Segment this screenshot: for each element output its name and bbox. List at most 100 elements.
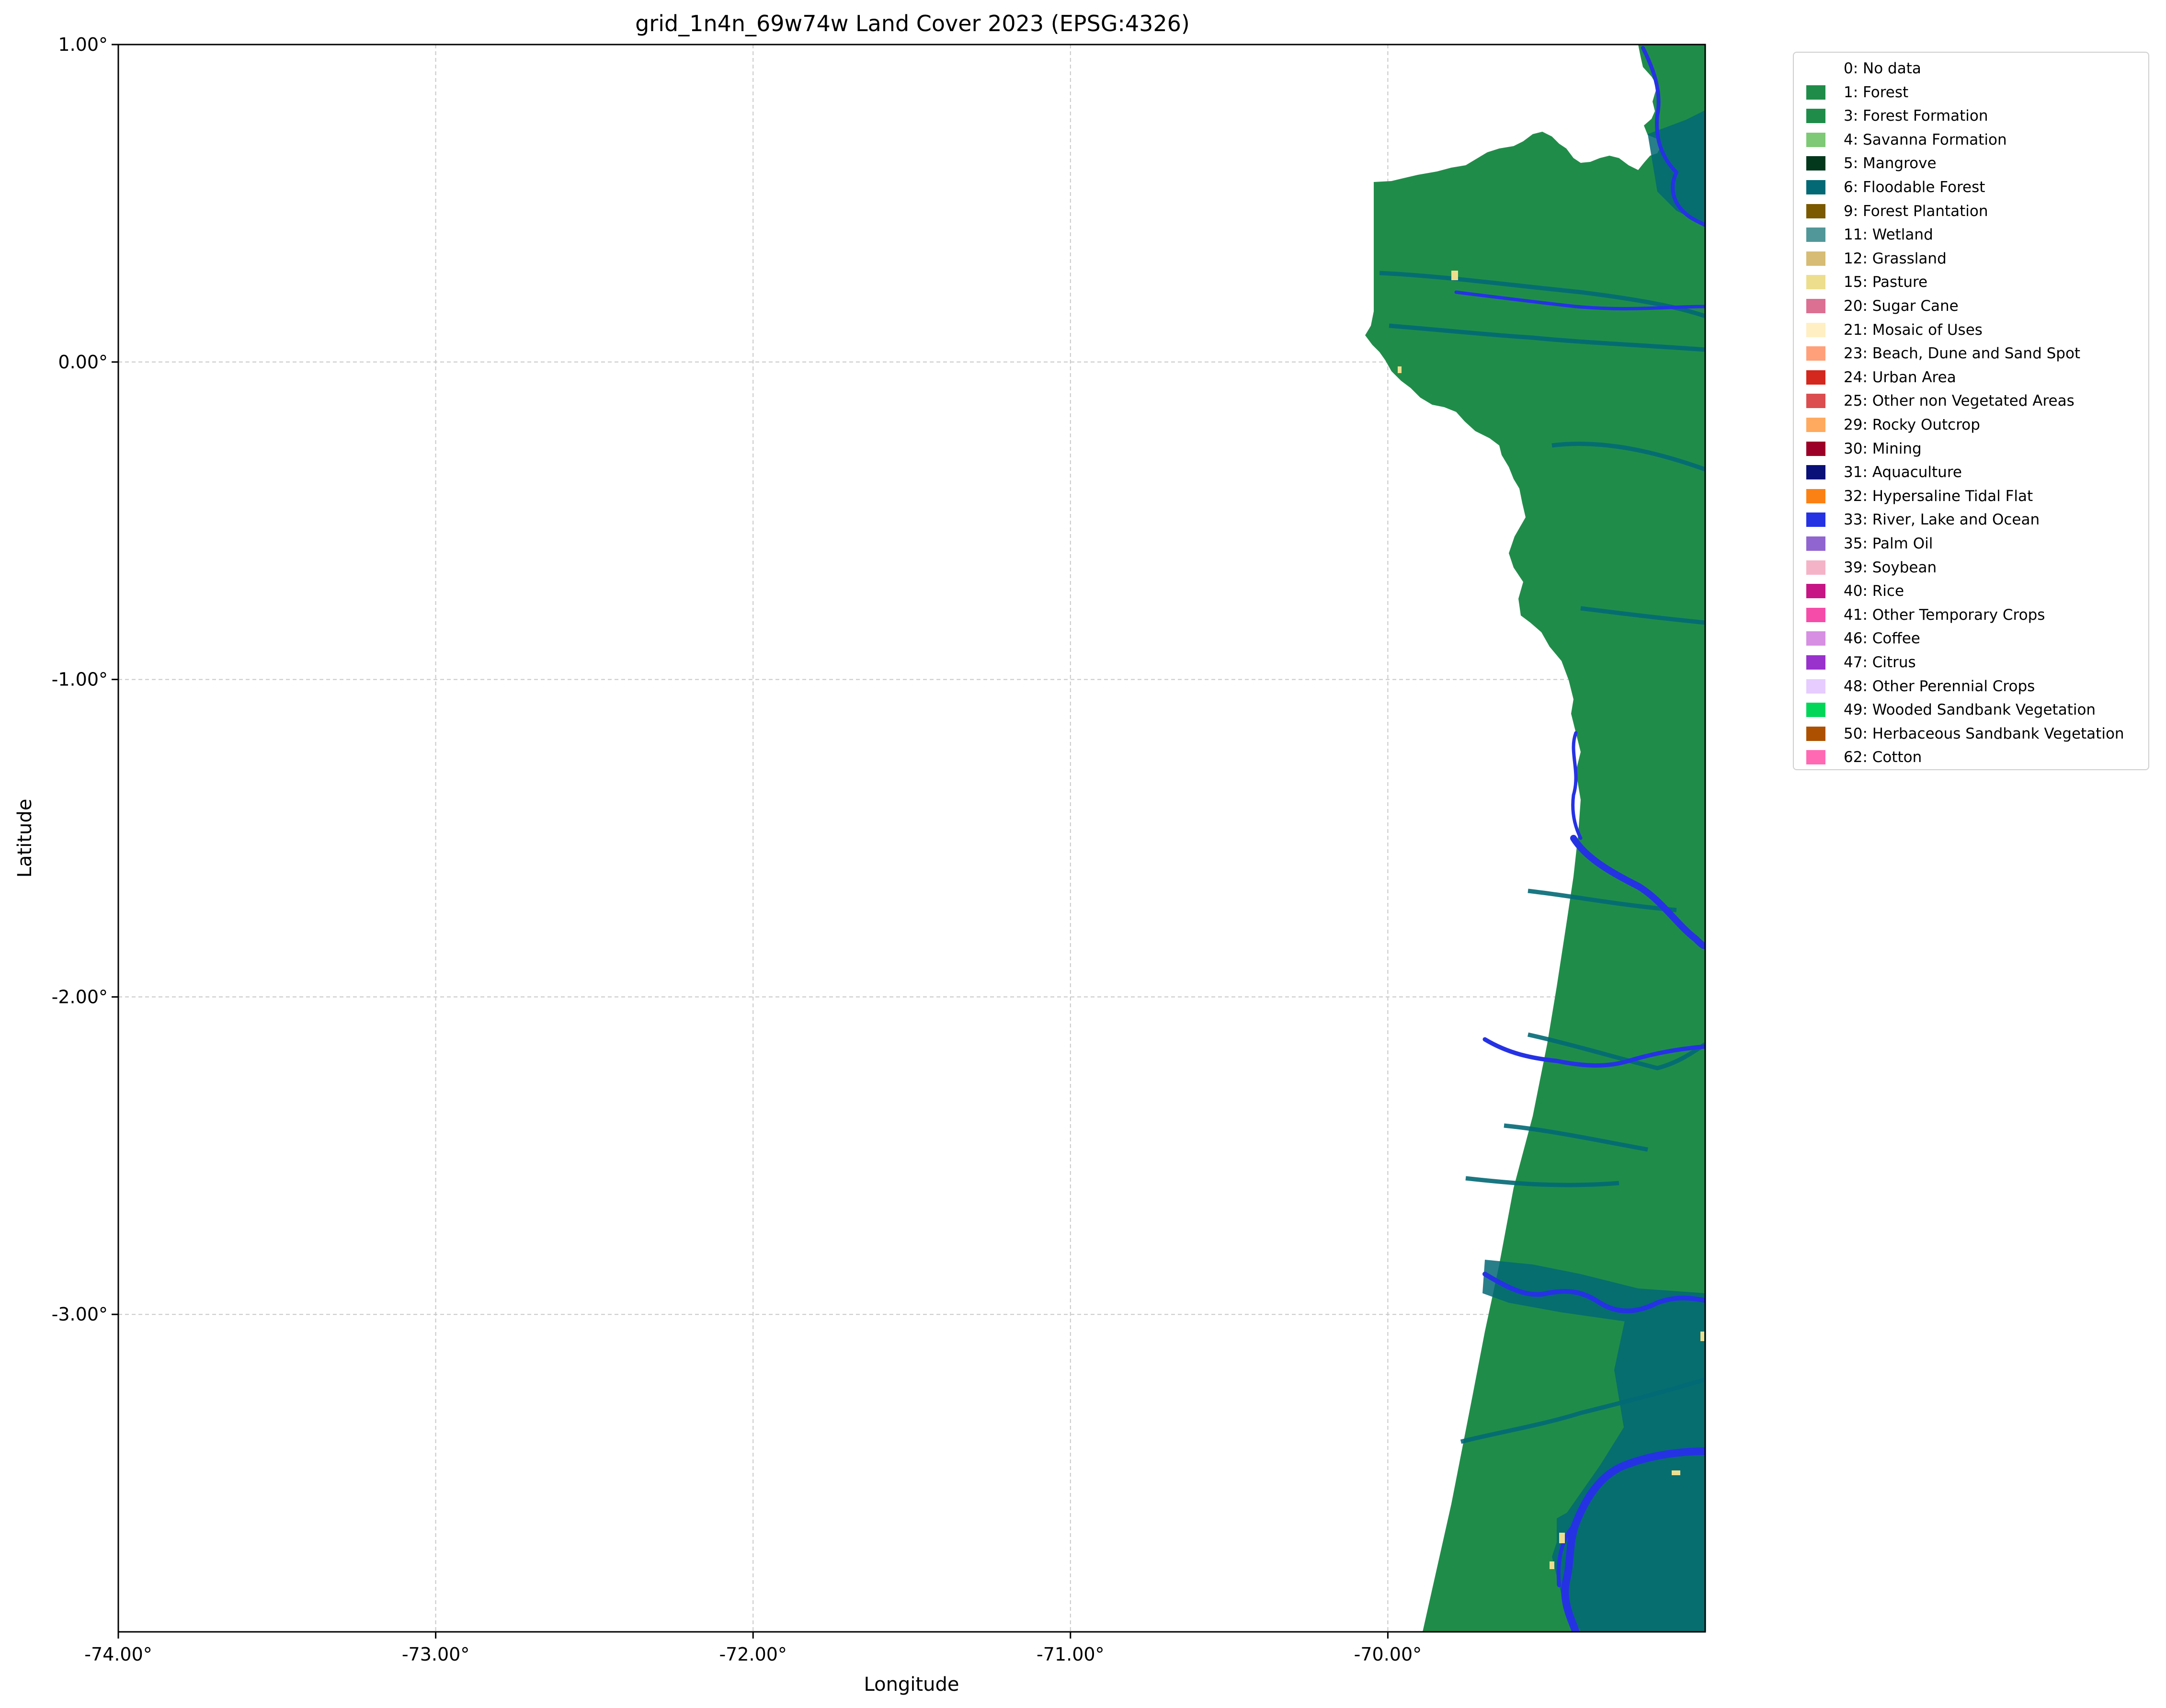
legend-swatch bbox=[1806, 536, 1825, 551]
legend-item: 30: Mining bbox=[1806, 437, 1922, 461]
legend-label: 50: Herbaceous Sandbank Vegetation bbox=[1844, 725, 2124, 742]
legend-item: 39: Soybean bbox=[1806, 556, 1937, 580]
legend-item: 41: Other Temporary Crops bbox=[1806, 603, 2045, 627]
legend-swatch bbox=[1806, 703, 1825, 717]
legend-swatch bbox=[1806, 109, 1825, 124]
legend-swatch bbox=[1806, 512, 1825, 527]
legend-item: 40: Rice bbox=[1806, 579, 1904, 603]
legend-item: 5: Mangrove bbox=[1806, 151, 1937, 175]
x-tick-label: -72.00° bbox=[719, 1644, 787, 1665]
stream-4 bbox=[1580, 606, 1705, 625]
legend-label: 49: Wooded Sandbank Vegetation bbox=[1844, 701, 2096, 719]
river-north bbox=[1641, 46, 1705, 227]
x-tick-label: -73.00° bbox=[402, 1644, 470, 1665]
pasture-specks bbox=[1398, 271, 1704, 1569]
x-axis-ticks: -74.00° -73.00° -72.00° -71.00° -70.00° bbox=[84, 1632, 1422, 1665]
legend-item: 50: Herbaceous Sandbank Vegetation bbox=[1806, 722, 2124, 746]
map-title: grid_1n4n_69w74w Land Cover 2023 (EPSG:4… bbox=[635, 11, 1190, 36]
land-cover-raster bbox=[1365, 45, 1705, 1632]
legend-item: 21: Mosaic of Uses bbox=[1806, 318, 1983, 342]
legend-item: 29: Rocky Outcrop bbox=[1806, 413, 1980, 437]
legend-item: 9: Forest Plantation bbox=[1806, 199, 1988, 223]
legend-label: 11: Wetland bbox=[1844, 226, 1933, 244]
legend-swatch bbox=[1806, 370, 1825, 385]
stream-7 bbox=[1465, 1176, 1619, 1187]
speck-4 bbox=[1550, 1561, 1554, 1569]
plot-frame bbox=[117, 44, 1706, 1633]
legend-label: 9: Forest Plantation bbox=[1844, 202, 1988, 220]
river-tributary-north bbox=[1454, 290, 1705, 310]
legend-swatch bbox=[1806, 465, 1825, 480]
legend-label: 48: Other Perennial Crops bbox=[1844, 677, 2035, 695]
legend-label: 46: Coffee bbox=[1844, 630, 1920, 648]
speck-2 bbox=[1398, 366, 1402, 373]
legend-label: 31: Aquaculture bbox=[1844, 464, 1962, 481]
river-amazon-branch bbox=[1556, 1521, 1578, 1587]
legend-label: 30: Mining bbox=[1844, 440, 1922, 457]
legend-item: 62: Cotton bbox=[1806, 745, 1922, 769]
legend-item: 32: Hypersaline Tidal Flat bbox=[1806, 484, 2033, 508]
legend-item: 0: No data bbox=[1806, 57, 1921, 80]
rivers bbox=[1454, 46, 1705, 1632]
legend-swatch bbox=[1806, 156, 1825, 171]
river-amazon bbox=[1561, 1447, 1705, 1632]
legend-label: 25: Other non Vegetated Areas bbox=[1844, 392, 2075, 410]
legend-label: 5: Mangrove bbox=[1844, 155, 1937, 172]
legend-label: 12: Grassland bbox=[1844, 250, 1947, 267]
legend-swatch bbox=[1806, 228, 1825, 242]
y-tick-label: 1.00° bbox=[58, 34, 108, 55]
legend-item: 20: Sugar Cane bbox=[1806, 294, 1959, 318]
speck-6 bbox=[1700, 1332, 1704, 1341]
legend-label: 33: River, Lake and Ocean bbox=[1844, 511, 2040, 529]
legend-swatch bbox=[1806, 180, 1825, 194]
stream-6 bbox=[1460, 1377, 1705, 1444]
x-tick-label: -70.00° bbox=[1354, 1644, 1422, 1665]
legend-item: 6: Floodable Forest bbox=[1806, 175, 1985, 199]
legend-label: 39: Soybean bbox=[1844, 558, 1937, 576]
legend-label: 15: Pasture bbox=[1844, 273, 1928, 291]
legend-swatch bbox=[1806, 726, 1825, 741]
legend-item: 12: Grassland bbox=[1806, 247, 1947, 271]
stream-8 bbox=[1528, 888, 1677, 912]
legend-swatch bbox=[1806, 750, 1825, 765]
river-south bbox=[1482, 1272, 1705, 1313]
legend-swatch bbox=[1806, 132, 1825, 147]
legend-label: 6: Floodable Forest bbox=[1844, 179, 1985, 196]
legend-label: 62: Cotton bbox=[1844, 749, 1922, 766]
legend-item: 31: Aquaculture bbox=[1806, 460, 1962, 484]
legend-item: 47: Citrus bbox=[1806, 650, 1916, 674]
floodable-patch-north bbox=[1648, 110, 1705, 225]
legend-swatch bbox=[1806, 204, 1825, 218]
legend-label: 23: Beach, Dune and Sand Spot bbox=[1844, 345, 2081, 363]
legend-item: 15: Pasture bbox=[1806, 270, 1927, 294]
legend-label: 29: Rocky Outcrop bbox=[1844, 416, 1980, 433]
legend-item: 1: Forest bbox=[1806, 80, 1908, 104]
legend-label: 3: Forest Formation bbox=[1844, 107, 1988, 125]
legend-item: 24: Urban Area bbox=[1806, 365, 1956, 389]
river-west-bank bbox=[1571, 731, 1583, 840]
speck-1 bbox=[1451, 271, 1458, 280]
legend-item: 3: Forest Formation bbox=[1806, 104, 1988, 128]
legend-swatch bbox=[1806, 275, 1825, 290]
forest-area bbox=[1365, 45, 1705, 1632]
legend-item: 23: Beach, Dune and Sand Spot bbox=[1806, 342, 2080, 365]
legend-swatch bbox=[1806, 560, 1825, 575]
legend-swatch bbox=[1806, 679, 1825, 694]
legend-item: 11: Wetland bbox=[1806, 223, 1933, 247]
legend-item: 25: Other non Vegetated Areas bbox=[1806, 389, 2075, 413]
floodable-patch-south-west bbox=[1557, 1494, 1619, 1595]
legend-label: 40: Rice bbox=[1844, 582, 1904, 600]
legend-label: 35: Palm Oil bbox=[1844, 535, 1933, 552]
legend-label: 1: Forest bbox=[1844, 83, 1909, 101]
legend-label: 41: Other Temporary Crops bbox=[1844, 606, 2045, 624]
legend-item: 4: Savanna Formation bbox=[1806, 128, 2007, 152]
legend-label: 4: Savanna Formation bbox=[1844, 131, 2007, 148]
legend-swatch bbox=[1806, 251, 1825, 266]
legend-swatch bbox=[1806, 346, 1825, 361]
y-tick-label: 0.00° bbox=[58, 352, 108, 373]
legend-label: 0: No data bbox=[1844, 60, 1921, 77]
legend-swatch bbox=[1806, 418, 1825, 432]
river-main-middle bbox=[1570, 835, 1705, 949]
x-tick-label: -74.00° bbox=[84, 1644, 152, 1665]
